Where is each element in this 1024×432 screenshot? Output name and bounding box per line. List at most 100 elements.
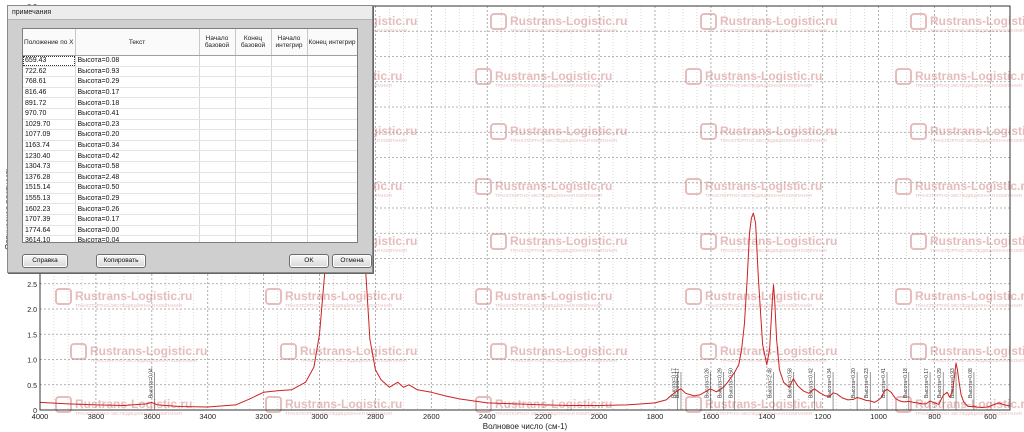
cell-empty[interactable] [271,161,308,173]
cell-empty[interactable] [199,235,236,242]
table-row[interactable]: 970.70 Высота=0.41 [23,108,357,120]
cell-text[interactable]: Высота=0.41 [75,108,200,120]
cell-empty[interactable] [199,172,236,184]
cell-position[interactable]: 1304.73 [23,161,76,173]
cell-text[interactable]: Высота=0.17 [75,214,200,226]
cancel-button[interactable]: Отмена [332,254,372,268]
cell-empty[interactable] [271,55,308,67]
cell-empty[interactable] [199,193,236,205]
cell-empty[interactable] [235,140,272,152]
table-row[interactable]: 1230.40 Высота=0.42 [23,150,357,162]
cell-empty[interactable] [307,161,357,173]
cell-empty[interactable] [271,76,308,88]
cell-empty[interactable] [307,108,357,120]
cell-empty[interactable] [199,140,236,152]
cell-empty[interactable] [199,66,236,78]
cell-position[interactable]: 1707.39 [23,214,76,226]
cell-position[interactable]: 1029.70 [23,119,76,131]
table-row[interactable]: 768.61 Высота=0.29 [23,76,357,88]
cell-empty[interactable] [235,129,272,141]
cell-empty[interactable] [199,97,236,109]
cell-empty[interactable] [307,214,357,226]
cell-position[interactable]: 768.61 [23,76,76,88]
cell-position[interactable]: 970.70 [23,108,76,120]
column-header-baseline-start[interactable]: Начало базовой [199,29,236,56]
column-header-text[interactable]: Текст [75,29,200,56]
cell-empty[interactable] [271,182,308,194]
table-row[interactable]: 659.43 Высота=0.08 [23,55,357,67]
copy-button[interactable]: Копировать [96,254,146,268]
cell-text[interactable]: Высота=0.50 [75,182,200,194]
table-row[interactable]: 722.62 Высота=0.93 [23,66,357,78]
table-row[interactable]: 1707.39 Высота=0.17 [23,214,357,226]
cell-empty[interactable] [235,225,272,237]
cell-empty[interactable] [235,108,272,120]
cell-empty[interactable] [271,172,308,184]
table-row[interactable]: 816.46 Высота=0.17 [23,87,357,99]
cell-empty[interactable] [271,225,308,237]
cell-empty[interactable] [307,66,357,78]
cell-text[interactable]: Высота=0.17 [75,87,200,99]
cell-text[interactable]: Высота=0.00 [75,225,200,237]
annotations-dialog[interactable]: примечания Положение по X Текст Начало б… [7,5,373,273]
help-button[interactable]: Справка [22,254,68,268]
cell-empty[interactable] [307,119,357,131]
cell-empty[interactable] [271,203,308,215]
cell-empty[interactable] [307,172,357,184]
cell-empty[interactable] [271,235,308,242]
table-row[interactable]: 891.72 Высота=0.18 [23,97,357,109]
cell-empty[interactable] [271,140,308,152]
table-row[interactable]: 3614.10 Высота=0.04 [23,235,357,242]
cell-text[interactable]: Высота=0.93 [75,66,200,78]
cell-empty[interactable] [235,172,272,184]
table-row[interactable]: 1077.09 Высота=0.20 [23,129,357,141]
cell-empty[interactable] [271,193,308,205]
cell-empty[interactable] [199,225,236,237]
cell-empty[interactable] [199,129,236,141]
column-header-position[interactable]: Положение по X [23,29,76,56]
cell-empty[interactable] [235,119,272,131]
ok-button[interactable]: OK [289,254,329,268]
cell-position[interactable]: 1376.28 [23,172,76,184]
cell-empty[interactable] [271,119,308,131]
column-header-integration-end[interactable]: Конец интегрир [307,29,357,56]
cell-empty[interactable] [307,76,357,88]
cell-position[interactable]: 659.43 [23,55,76,67]
cell-text[interactable]: Высота=0.08 [75,55,200,67]
cell-position[interactable]: 1230.40 [23,150,76,162]
cell-empty[interactable] [307,150,357,162]
cell-empty[interactable] [199,214,236,226]
cell-text[interactable]: Высота=0.23 [75,119,200,131]
cell-text[interactable]: Высота=0.34 [75,140,200,152]
cell-empty[interactable] [199,108,236,120]
cell-position[interactable]: 1163.74 [23,140,76,152]
cell-empty[interactable] [307,225,357,237]
table-row[interactable]: 1163.74 Высота=0.34 [23,140,357,152]
cell-position[interactable]: 1555.13 [23,193,76,205]
column-header-baseline-end[interactable]: Конец базовой [235,29,272,56]
cell-position[interactable]: 3614.10 [23,235,76,242]
cell-empty[interactable] [307,87,357,99]
cell-empty[interactable] [271,87,308,99]
cell-empty[interactable] [235,161,272,173]
cell-text[interactable]: Высота=0.58 [75,161,200,173]
cell-position[interactable]: 1602.23 [23,203,76,215]
table-row[interactable]: 1774.64 Высота=0.00 [23,225,357,237]
cell-empty[interactable] [271,214,308,226]
cell-empty[interactable] [307,193,357,205]
cell-position[interactable]: 1774.64 [23,225,76,237]
cell-empty[interactable] [307,140,357,152]
cell-empty[interactable] [307,55,357,67]
cell-empty[interactable] [271,108,308,120]
cell-empty[interactable] [271,129,308,141]
cell-position[interactable]: 1077.09 [23,129,76,141]
cell-empty[interactable] [307,129,357,141]
cell-empty[interactable] [199,55,236,67]
cell-empty[interactable] [199,182,236,194]
cell-text[interactable]: Высота=0.29 [75,76,200,88]
cell-empty[interactable] [235,76,272,88]
cell-text[interactable]: Высота=0.18 [75,97,200,109]
cell-empty[interactable] [199,203,236,215]
cell-empty[interactable] [271,66,308,78]
cell-empty[interactable] [235,193,272,205]
